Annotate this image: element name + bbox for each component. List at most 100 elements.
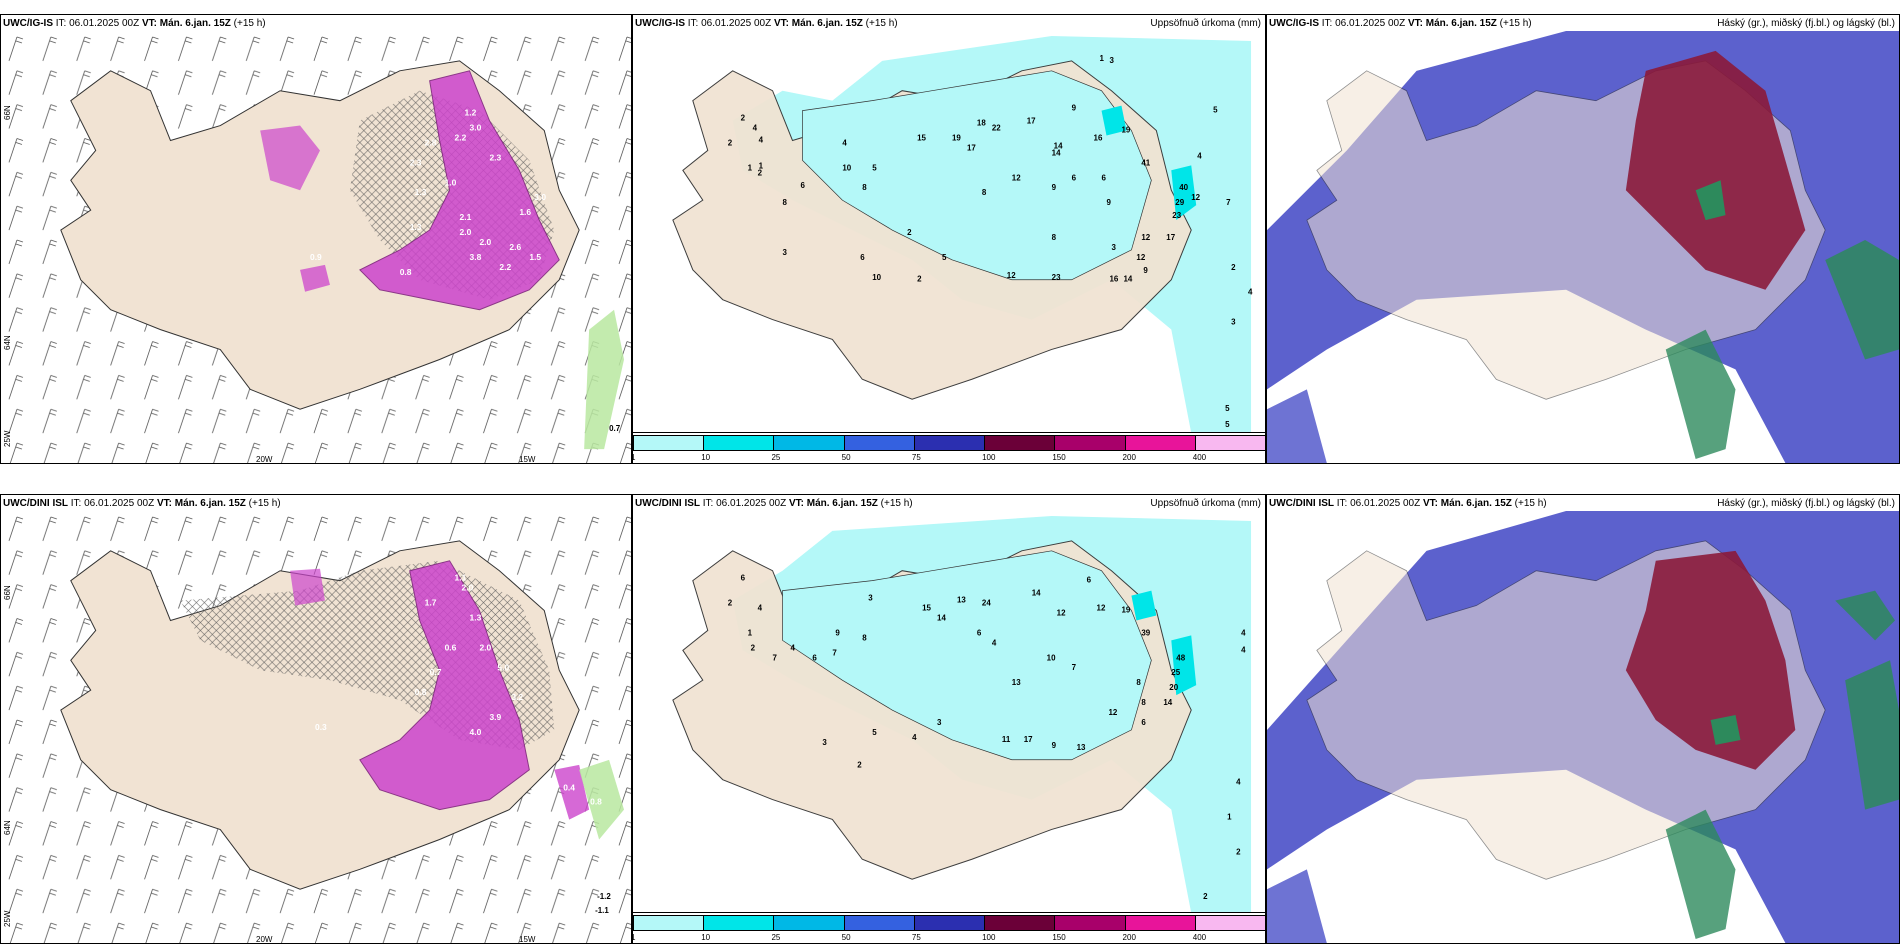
panel-header: UWC/DINI ISL IT: 06.01.2025 00Z VT: Mán.… [635,498,913,509]
precip-value: 19 [952,133,961,142]
snow-value: 2.1 [460,212,472,222]
precip-value: 25 [1171,668,1180,677]
snow-value: 0.6 [445,642,457,652]
precip-value: 20 [1169,683,1178,692]
precip-value: 5 [942,253,947,262]
precip-value: 22 [992,124,1001,133]
lat-label: 25W [3,910,12,927]
colorbar-segment [773,435,845,451]
precip-value: 6 [1072,173,1077,182]
colorbar-tick-label: 400 [1192,933,1207,942]
precip-value: 1 [748,163,753,172]
snow-value: 2.0 [479,642,491,652]
precip-value: 14 [1123,275,1132,284]
colorbar-tick-label: 75 [911,453,921,462]
lat-label: 66N [3,105,12,120]
precip-value: 2 [728,599,733,608]
precip-value: 7 [1072,663,1077,672]
colorbar-segment [1124,435,1196,451]
colorbar-segment [773,915,845,931]
lon-label: 20W [256,935,273,944]
precip-value: 4 [758,604,763,613]
precip-value: 8 [783,198,788,207]
precip-value: 8 [862,183,867,192]
precip-value: 9 [1052,741,1057,750]
panel-header: UWC/IG-IS IT: 06.01.2025 00Z VT: Mán. 6.… [1269,18,1532,29]
precip-value: 9 [1052,183,1057,192]
snow-value: 2.0 [460,227,472,237]
map-wind-snow: 1.1 1.7 2.0 1.3 0.6 0.7 0.8 2.0 3.9 4.0 … [1,511,631,943]
precip-value: 4 [791,643,796,652]
precip-value: 9 [835,628,840,637]
precip-value: 19 [1121,606,1130,615]
snow-value: 0.8 [590,797,602,807]
map-cloud [1267,31,1899,463]
precip-value: 13 [1012,678,1021,687]
colorbar-tick-label: 50 [841,933,851,942]
precip-value: 10 [872,273,881,282]
precip-value: 3 [822,738,827,747]
lat-label: 66N [3,585,12,600]
precip-value: 6 [1141,718,1146,727]
precip-value: 41 [1141,158,1150,167]
precip-value: 5 [1213,106,1218,115]
precip-value: 23 [1172,211,1181,220]
precip-value: 16 [1109,275,1118,284]
panel-wind-snow-igis: UWC/IG-IS IT: 06.01.2025 00Z VT: Mán. 6.… [0,14,632,464]
lat-label: 64N [3,335,12,350]
precip-value: 12 [1012,173,1021,182]
snow-value: 5.0 [497,662,509,672]
precip-value: 5 [1225,404,1230,413]
panel-header: UWC/DINI ISL IT: 06.01.2025 00Z VT: Mán.… [1269,498,1547,509]
colorbar-tick-label: 1 [633,933,635,942]
precip-value: 2 [728,138,733,147]
precip-value: 16 [1094,133,1103,142]
snow-value: 1.3 [470,612,482,622]
precip-value: 6 [800,181,805,190]
precip-value: 14 [1032,589,1041,598]
colorbar-tick-label: 150 [1052,453,1066,462]
corner-value: -1.2 [597,892,611,901]
colorbar-segment [1194,915,1265,931]
panel-wind-snow-dini: UWC/DINI ISL IT: 06.01.2025 00Z VT: Mán.… [0,494,632,944]
snow-value: 0.8 [415,687,427,697]
precip-value: 10 [1047,653,1056,662]
snow-value: 0.4 [563,783,575,793]
precip-value: 4 [992,638,997,647]
colorbar-segment [843,435,915,451]
colorbar-tick-label: 150 [1052,933,1066,942]
precip-value: 3 [868,594,873,603]
precip-value: 15 [922,604,931,613]
precip-value: 3 [937,718,942,727]
colorbar-tick-label: 25 [771,453,781,462]
precip-value: 4 [1241,645,1246,654]
panel-title: Uppsöfnuð úrkoma (mm) [1150,18,1261,29]
precip-value: 5 [872,163,877,172]
snow-value: 2.3 [489,152,501,162]
colorbar-segment [1054,915,1126,931]
precip-value: 2 [1231,263,1236,272]
colorbar-segment [703,435,775,451]
precip-value: 13 [957,596,966,605]
precip-value: 7 [1226,198,1231,207]
precip-value: 5 [872,728,877,737]
precip-value: 1 [748,628,753,637]
snow-value: 1.0 [445,177,457,187]
snow-value: 2.0 [479,237,491,247]
precip-value: 3 [1231,318,1236,327]
precip-value: 12 [1191,193,1200,202]
precip-value: 24 [982,599,991,608]
precip-value: 4 [1241,628,1246,637]
colorbar-segment [633,435,705,451]
precip-value: 4 [1248,288,1253,297]
precip-value: 6 [741,574,746,583]
panel-header: UWC/IG-IS IT: 06.01.2025 00Z VT: Mán. 6.… [635,18,898,29]
precip-value: 2 [907,228,912,237]
colorbar-segment [913,435,986,451]
snow-value: 1.3 [410,222,422,232]
precip-value: 12 [1108,708,1117,717]
snow-value: 2.8 [425,137,437,147]
precip-value: 29 [1175,198,1184,207]
precip-value: 14 [1052,148,1061,157]
precip-value: 9 [1143,266,1148,275]
